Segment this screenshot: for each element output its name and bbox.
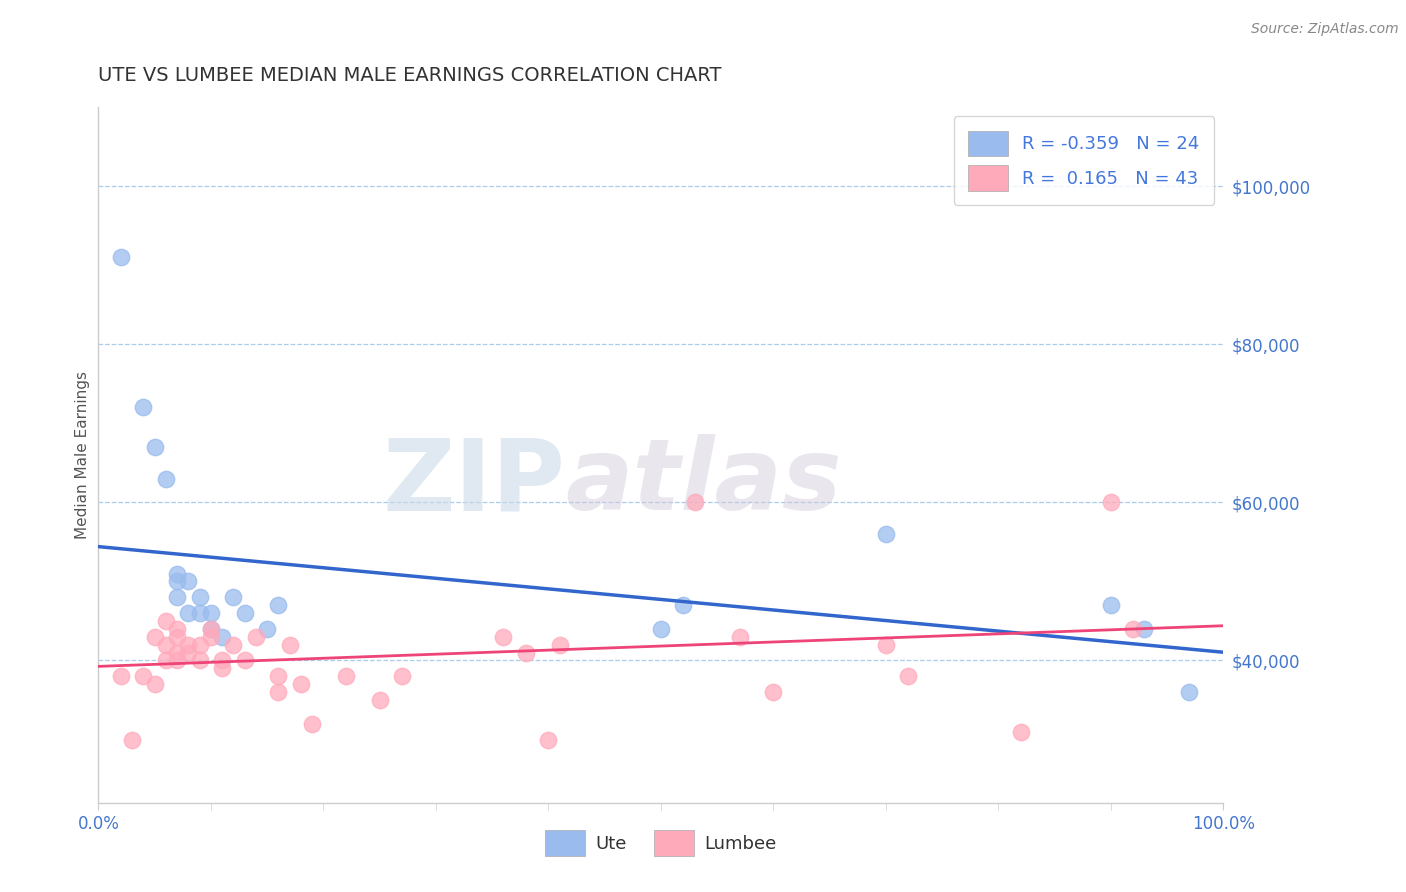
Point xyxy=(188,638,211,652)
Point xyxy=(211,630,233,644)
Point xyxy=(762,685,785,699)
Point xyxy=(110,669,132,683)
Point xyxy=(222,638,245,652)
Point xyxy=(222,591,245,605)
Point xyxy=(132,669,155,683)
Point xyxy=(335,669,357,683)
Point xyxy=(1178,685,1201,699)
Point xyxy=(166,591,188,605)
Point xyxy=(177,638,200,652)
Point xyxy=(875,527,897,541)
Point xyxy=(155,614,177,628)
Point xyxy=(233,653,256,667)
Point xyxy=(110,250,132,264)
Point xyxy=(1099,598,1122,612)
Point xyxy=(166,646,188,660)
Point xyxy=(155,638,177,652)
Y-axis label: Median Male Earnings: Median Male Earnings xyxy=(75,371,90,539)
Point xyxy=(200,630,222,644)
Point xyxy=(267,685,290,699)
Text: atlas: atlas xyxy=(565,434,842,532)
Point xyxy=(177,646,200,660)
Point xyxy=(188,591,211,605)
Point xyxy=(1099,495,1122,509)
Text: UTE VS LUMBEE MEDIAN MALE EARNINGS CORRELATION CHART: UTE VS LUMBEE MEDIAN MALE EARNINGS CORRE… xyxy=(98,66,721,85)
Point xyxy=(166,574,188,589)
Point xyxy=(368,693,391,707)
Point xyxy=(278,638,301,652)
Text: ZIP: ZIP xyxy=(382,434,565,532)
Point xyxy=(1010,724,1032,739)
Text: Source: ZipAtlas.com: Source: ZipAtlas.com xyxy=(1251,22,1399,37)
Point xyxy=(897,669,920,683)
Point xyxy=(155,472,177,486)
Point xyxy=(1133,622,1156,636)
Point xyxy=(143,630,166,644)
Point xyxy=(166,630,188,644)
Legend: Ute, Lumbee: Ute, Lumbee xyxy=(530,816,792,871)
Point xyxy=(650,622,672,636)
Point xyxy=(200,622,222,636)
Point xyxy=(121,732,143,747)
Point xyxy=(245,630,267,644)
Point xyxy=(256,622,278,636)
Point xyxy=(301,716,323,731)
Point xyxy=(537,732,560,747)
Point xyxy=(290,677,312,691)
Point xyxy=(200,606,222,620)
Point xyxy=(492,630,515,644)
Point xyxy=(391,669,413,683)
Point xyxy=(515,646,537,660)
Point xyxy=(1122,622,1144,636)
Point xyxy=(728,630,751,644)
Point xyxy=(211,661,233,675)
Point xyxy=(177,606,200,620)
Point xyxy=(132,401,155,415)
Point xyxy=(166,566,188,581)
Point xyxy=(267,669,290,683)
Point xyxy=(875,638,897,652)
Point xyxy=(267,598,290,612)
Point xyxy=(548,638,571,652)
Point xyxy=(200,622,222,636)
Point xyxy=(155,653,177,667)
Point xyxy=(143,677,166,691)
Point xyxy=(143,440,166,454)
Point xyxy=(177,574,200,589)
Point xyxy=(683,495,706,509)
Point xyxy=(233,606,256,620)
Point xyxy=(166,622,188,636)
Point xyxy=(166,653,188,667)
Point xyxy=(188,606,211,620)
Point xyxy=(188,653,211,667)
Point xyxy=(672,598,695,612)
Point xyxy=(211,653,233,667)
